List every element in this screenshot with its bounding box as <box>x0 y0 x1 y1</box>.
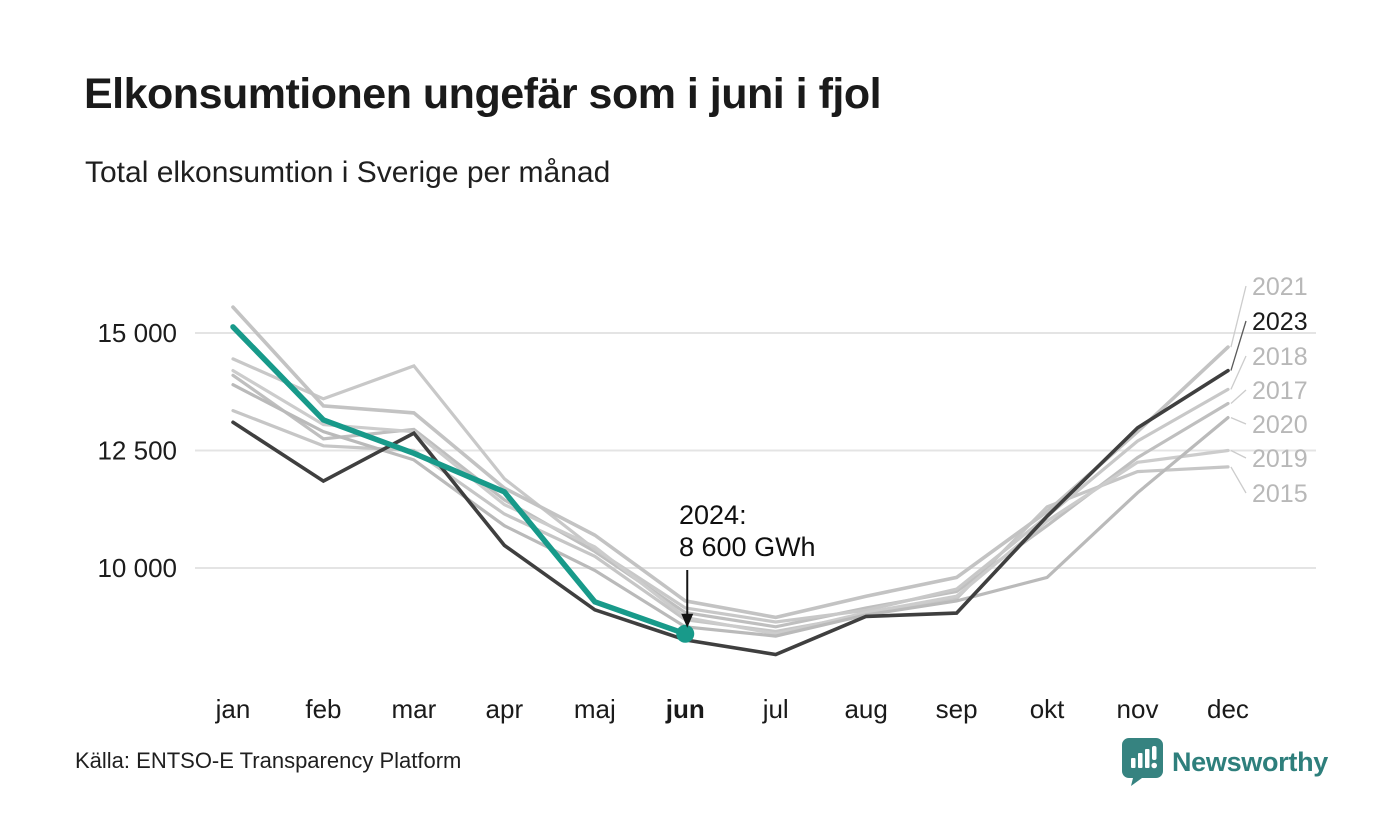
y-axis-tick-label: 15 000 <box>97 318 177 348</box>
x-axis-tick-label: feb <box>305 694 341 724</box>
x-axis-tick-label: apr <box>486 694 524 724</box>
series-line-2023 <box>231 368 1230 657</box>
series-line-2021 <box>231 305 1230 620</box>
x-axis-tick-label: dec <box>1207 694 1249 724</box>
x-axis-tick-label: maj <box>574 694 616 724</box>
y-axis-tick-label: 10 000 <box>97 553 177 583</box>
year-label-2021: 2021 <box>1252 273 1308 301</box>
newsworthy-logo: Newsworthy <box>1121 738 1328 786</box>
logo-bar-3 <box>1144 749 1150 768</box>
year-label-2018: 2018 <box>1252 343 1308 371</box>
logo-exclamation-dot <box>1151 762 1157 769</box>
leader-line-2023 <box>1230 320 1247 371</box>
x-axis-tick-label: sep <box>936 694 978 724</box>
end-dot-2024 <box>676 624 695 643</box>
year-label-2023: 2023 <box>1252 308 1308 336</box>
leader-line-2017 <box>1230 389 1247 404</box>
series-line-2020 <box>231 383 1230 638</box>
x-axis-tick-label: nov <box>1117 694 1159 724</box>
leader-line-2020 <box>1230 417 1247 425</box>
year-label-2017: 2017 <box>1252 377 1308 405</box>
leader-line-2018 <box>1230 355 1247 390</box>
annotation-arrowhead <box>681 613 694 628</box>
year-label-2020: 2020 <box>1252 411 1308 439</box>
series-line-2019 <box>231 369 1230 636</box>
chart-subtitle: Total elkonsumtion i Sverige per månad <box>85 156 611 189</box>
x-axis-tick-label: aug <box>844 694 887 724</box>
series-line-2024 <box>230 324 689 637</box>
x-axis-tick-label: jun <box>665 694 705 724</box>
logo-bar-1 <box>1130 758 1136 768</box>
newsworthy-logo-icon <box>1121 738 1163 786</box>
year-label-2019: 2019 <box>1252 445 1308 473</box>
annotation-line2: 8 600 GWh <box>679 532 816 563</box>
year-label-2015: 2015 <box>1252 480 1308 508</box>
line-chart: 15 000 12 500 10 000 2021 2023 2018 2017 2020 20… <box>97 273 1316 724</box>
series-line-2018 <box>231 357 1230 624</box>
leader-line-2019 <box>1230 449 1247 459</box>
page-title: Elkonsumtionen ungefär som i juni i fjol <box>84 70 882 118</box>
source-credit: Källa: ENTSO-E Transparency Platform <box>75 748 462 773</box>
newsworthy-wordmark: Newsworthy <box>1171 746 1328 777</box>
leader-line-2015 <box>1230 466 1247 494</box>
leader-line-2021 <box>1230 285 1247 348</box>
annotation-line1: 2024: <box>679 500 747 530</box>
y-axis-tick-label: 12 500 <box>97 436 177 466</box>
x-axis-tick-label: mar <box>392 694 437 724</box>
logo-exclamation-stem <box>1151 746 1157 760</box>
annotation-2024: 2024: 8 600 GWh <box>679 499 816 564</box>
x-axis-tick-label: jan <box>215 694 251 724</box>
x-axis-tick-label: jul <box>762 694 789 724</box>
logo-bar-2 <box>1137 753 1143 768</box>
x-axis-tick-label: okt <box>1030 694 1065 724</box>
